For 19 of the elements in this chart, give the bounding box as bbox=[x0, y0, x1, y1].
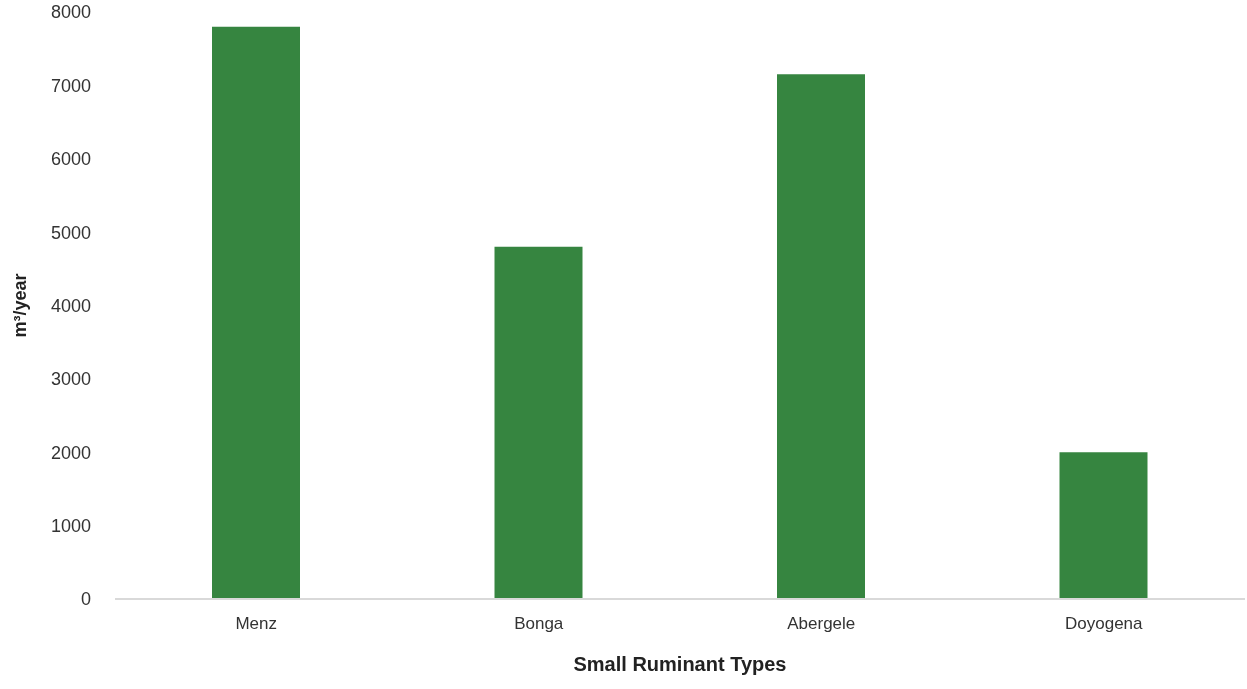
x-axis-title: Small Ruminant Types bbox=[573, 653, 787, 675]
y-tick-label: 6000 bbox=[50, 149, 91, 170]
y-tick-label: 7000 bbox=[50, 75, 91, 96]
bar bbox=[1059, 452, 1148, 599]
y-tick-label: 5000 bbox=[50, 222, 91, 243]
y-tick-label: 2000 bbox=[50, 442, 91, 463]
y-tick-label: 3000 bbox=[50, 369, 91, 390]
y-axis-title: m³/year bbox=[10, 273, 31, 338]
x-tick-label: Bonga bbox=[514, 614, 564, 634]
x-tick-label: Abergele bbox=[787, 614, 856, 634]
x-tick-label: Doyogena bbox=[1064, 614, 1144, 634]
y-tick-label: 1000 bbox=[50, 516, 91, 537]
y-tick-label: 0 bbox=[80, 589, 91, 610]
x-tick-label: Menz bbox=[235, 614, 278, 634]
y-tick-label: 4000 bbox=[50, 295, 91, 316]
bar bbox=[777, 74, 865, 599]
y-tick-label: 8000 bbox=[50, 2, 91, 23]
bar bbox=[494, 246, 583, 599]
bar bbox=[212, 26, 300, 599]
